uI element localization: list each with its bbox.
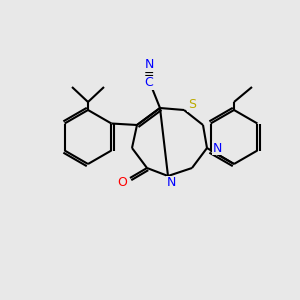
Text: ≡: ≡ xyxy=(144,68,154,80)
Text: S: S xyxy=(188,98,196,112)
Text: N: N xyxy=(212,142,222,154)
Text: C: C xyxy=(145,76,153,89)
Text: O: O xyxy=(117,176,127,188)
Text: N: N xyxy=(166,176,176,190)
Text: N: N xyxy=(144,58,154,71)
